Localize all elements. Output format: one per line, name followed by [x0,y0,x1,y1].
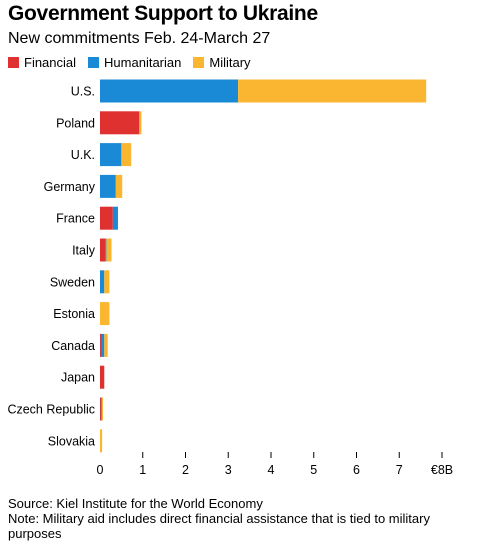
bar-canada-financial [100,333,101,357]
category-label-slovakia: Slovakia [48,434,95,448]
bar-czech-republic-humanitarian [100,397,102,421]
bar-u-s-humanitarian [100,79,239,103]
bar-france-humanitarian [112,206,118,230]
bar-u-k-humanitarian [100,143,122,167]
legend-swatch-financial [8,57,19,68]
chart-title: Government Support to Ukraine [8,2,318,25]
x-tick-label: 4 [268,463,275,477]
legend-item-humanitarian: Humanitarian [88,55,181,70]
bar-poland-military [139,111,142,135]
category-label-japan: Japan [61,371,95,385]
bar-u-s-military [238,79,427,103]
bar-u-k-military [121,143,132,167]
bar-japan-financial [100,365,105,389]
category-label-canada: Canada [51,339,95,353]
legend-label-humanitarian: Humanitarian [104,55,182,70]
x-tick-label: 7 [396,463,403,477]
legend-swatch-military [193,57,205,68]
x-tick-label: 0 [97,463,104,477]
category-label-poland: Poland [56,116,95,130]
bar-germany-humanitarian [100,174,116,198]
legend-item-financial: Financial [8,55,76,70]
x-tick-label: 6 [353,463,360,477]
bar-slovakia-military [100,429,103,453]
category-label-france: France [56,212,95,226]
bar-estonia-military [100,302,110,326]
category-label-germany: Germany [44,180,96,194]
bar-czech-republic-military [101,397,103,421]
x-tick-label: €8B [431,463,453,477]
x-tick-label: 5 [310,463,317,477]
legend-swatch-humanitarian [88,57,100,68]
bar-italy-military [106,238,112,262]
x-tick-label: 2 [182,463,189,477]
category-label-u-k: U.K. [71,148,95,162]
legend-item-military: Military [193,55,251,70]
category-label-estonia: Estonia [53,307,95,321]
stacked-bar-chart: U.S. Poland U.K. Germany France Italy Sweden Es… [7,79,453,477]
bar-italy-humanitarian [105,238,107,262]
legend-label-military: Military [209,55,251,70]
category-label-u-s: U.S. [71,85,95,99]
bar-sweden-military [104,270,110,294]
category-label-czech-republic: Czech Republic [7,403,95,417]
legend-label-financial: Financial [24,55,77,70]
bar-sweden-humanitarian [100,270,105,294]
source-note: Source: Kiel Institute for the World Eco… [8,496,263,511]
x-tick-label: 1 [139,463,146,477]
category-label-sweden: Sweden [50,275,95,289]
chart-subtitle: New commitments Feb. 24-March 27 [8,30,271,47]
x-tick-label: 3 [225,463,232,477]
chart-legend: Financial Humanitarian Military [8,55,263,70]
bar-poland-financial [100,111,140,135]
bar-czech-republic-financial [100,397,101,421]
bar-canada-humanitarian [100,333,105,357]
footnote: Note: Military aid includes direct finan… [8,511,430,541]
chart-footer: Source: Kiel Institute for the World Eco… [8,496,478,541]
bar-france-financial [100,206,113,230]
bar-italy-financial [100,238,106,262]
bar-canada-military [104,333,108,357]
category-label-italy: Italy [72,244,96,258]
bar-germany-military [115,174,123,198]
